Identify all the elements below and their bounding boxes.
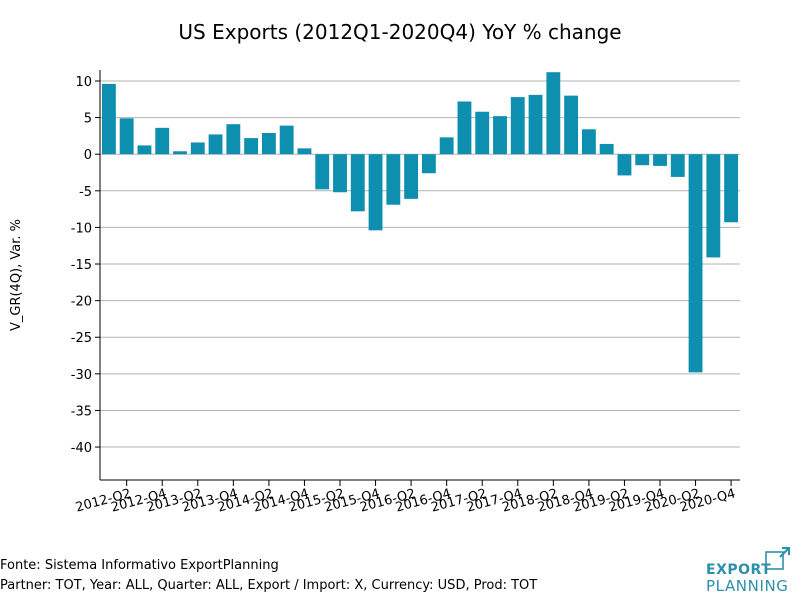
bar-2013-q1 [173,151,187,155]
x-axis: 2012-Q22012-Q42013-Q22013-Q42014-Q22014-… [74,479,740,516]
bar-2018-q1 [528,94,543,155]
bar-2012-q1 [101,83,116,155]
bar-2017-q3 [493,116,507,155]
bar-2020-q1 [670,154,685,177]
bar-2018-q2 [546,72,561,155]
bar-2018-q4 [581,129,596,155]
bar-2014-q4 [297,148,312,155]
y-tick-label: -10 [71,221,92,236]
bar-2018-q3 [564,95,579,155]
logo-mark-icon [765,547,790,570]
bar-2015-q1 [315,154,330,190]
y-axis: 10 5 0 -5 -10 -15 -20 -25 -30 -35 -40 [71,70,101,480]
bar-2019-q4 [653,154,667,166]
gridlines [100,80,740,448]
bar-2017-q1 [457,101,472,155]
logo-text-export: EXPORT [706,562,772,578]
bar-2014-q3 [279,125,294,155]
bar-2013-q2 [190,142,205,155]
bar-2014-q2 [261,132,276,155]
y-tick-label: -30 [71,368,92,383]
bar-2016-q2 [404,154,419,199]
bar-2015-q3 [350,154,365,212]
bar-2016-q4 [439,137,454,155]
bar-2020-q2 [688,154,703,373]
bar-2016-q3 [421,154,436,174]
y-tick-label: -5 [79,185,92,200]
bar-2019-q3 [635,154,650,166]
bar-2012-q2 [119,118,134,155]
y-axis-label: V_GR(4Q), Var. % [9,219,24,331]
y-tick-label: -35 [71,404,92,419]
y-tick-label: -25 [71,331,92,346]
bar-2019-q2 [617,154,632,176]
y-tick-label: 0 [84,148,92,163]
exportplanning-logo: EXPORT PLANNING [706,546,798,595]
bar-2012-q3 [137,145,152,155]
y-tick-label: 10 [75,75,92,90]
bar-2020-q4 [724,154,739,223]
bar-2019-q1 [599,143,614,155]
bar-2012-q4 [155,127,170,155]
y-tick-label: -15 [71,258,92,273]
bar-2015-q2 [333,154,347,193]
query-parameters: Partner: TOT, Year: ALL, Quarter: ALL, E… [0,578,538,593]
bar-2020-q3 [706,154,721,258]
chart-title: US Exports (2012Q1-2020Q4) YoY % change [178,20,622,44]
bar-2017-q4 [510,97,525,155]
bar-2013-q4 [226,124,241,155]
source-note: Fonte: Sistema Informativo ExportPlannin… [0,558,279,573]
y-tick-label: 5 [84,112,92,127]
bar-2013-q3 [208,134,223,155]
bar-2016-q1 [386,154,401,205]
y-tick-label: -20 [71,295,92,310]
bars [101,72,739,373]
y-tick-label: -40 [71,441,92,456]
bar-2015-q4 [368,154,383,231]
bar-2014-q1 [244,138,259,155]
bar-2017-q2 [475,111,490,155]
logo-text-planning: PLANNING [706,577,789,595]
